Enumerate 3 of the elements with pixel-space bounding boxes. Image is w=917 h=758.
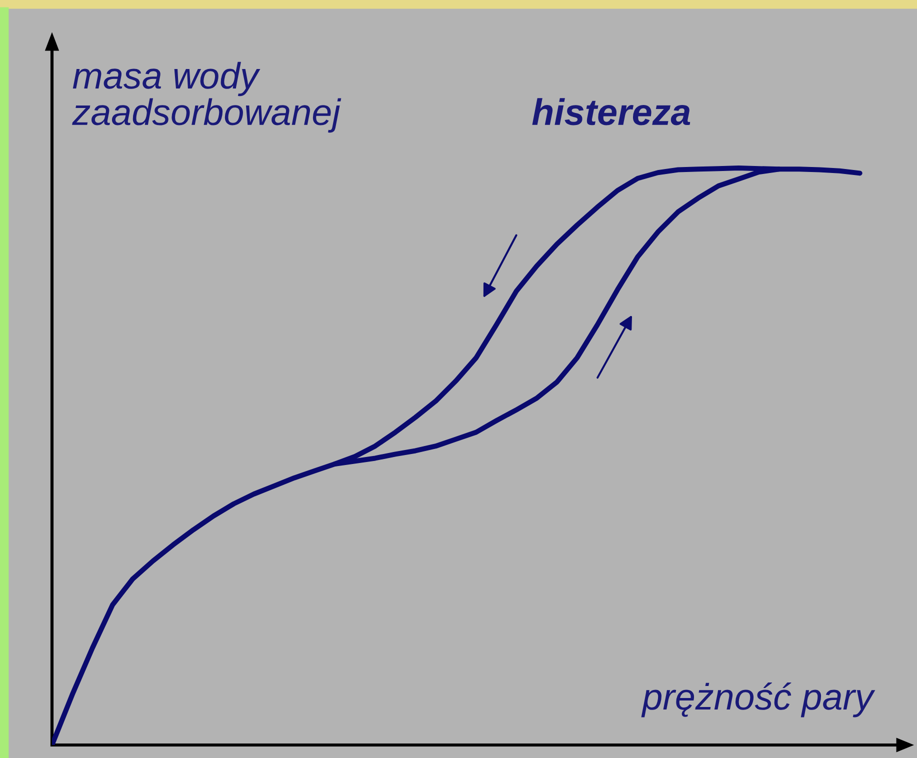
text: histereza bbox=[532, 98, 690, 126]
x-axis-title: prężność pary bbox=[641, 682, 876, 718]
y-axis-title: masa wody zaadsorbowanej bbox=[72, 62, 342, 133]
